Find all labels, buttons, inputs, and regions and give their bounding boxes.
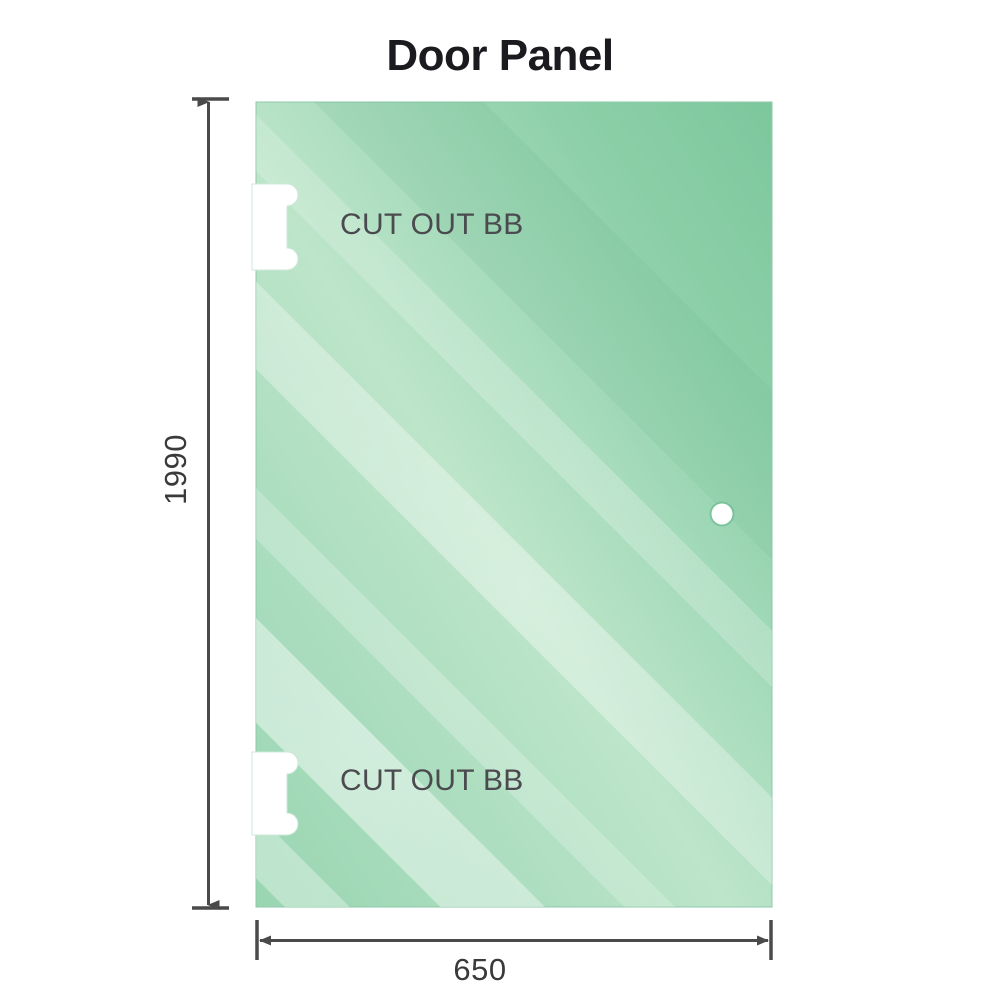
page-title: Door Panel — [386, 31, 614, 80]
dimension-height — [192, 97, 229, 910]
handle-hole-group — [709, 501, 735, 527]
cut-out-bottom-shape — [251, 751, 299, 836]
streak-4 — [256, 102, 772, 907]
handle-hole — [711, 503, 733, 525]
dimension-width-label: 650 — [453, 952, 507, 987]
streak-1 — [256, 474, 696, 907]
cut-out-top — [251, 183, 299, 271]
streak-3 — [256, 177, 772, 907]
cut-out-bottom — [251, 751, 299, 836]
dimension-height-label: 1990 — [158, 434, 193, 505]
streak-5 — [256, 102, 772, 907]
streak-2 — [256, 242, 772, 907]
streak-shadow-1 — [256, 102, 772, 907]
cut-out-top-label: CUT OUT BB — [340, 208, 524, 241]
cut-out-top-shape — [251, 183, 299, 271]
cut-out-bottom-label: CUT OUT BB — [340, 764, 524, 797]
dimension-width — [255, 920, 773, 960]
